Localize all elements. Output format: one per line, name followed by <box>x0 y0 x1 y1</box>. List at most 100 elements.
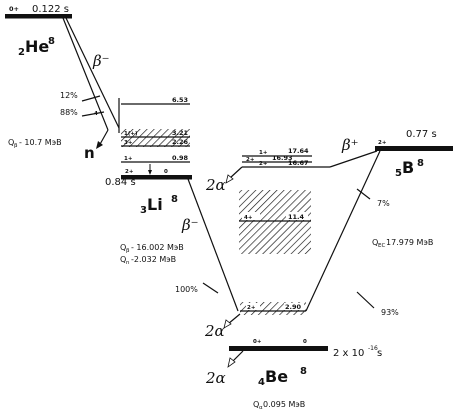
li8-level-0.98-energy: 0.98 <box>172 154 189 162</box>
li8-level-2.26-spin: 3+ <box>124 140 133 146</box>
be8-level-17.64-energy: 17.64 <box>288 147 309 155</box>
svg-text:- 16.002 МэВ: - 16.002 МэВ <box>131 243 184 252</box>
b8-symbol: 5 B 8 <box>395 158 424 179</box>
be8-q-alpha: Q α 0.095 МэВ <box>253 400 305 411</box>
li8-ground-level <box>121 175 192 180</box>
li8-level-3.21-energy: 3.21 <box>172 129 189 137</box>
li8-level-0.98-spin: 1+ <box>124 156 133 162</box>
be8-level-11.4-energy: 11.4 <box>288 213 305 221</box>
svg-text:17.979 МэВ: 17.979 МэВ <box>386 238 433 247</box>
he8-halflife: 0.122 s <box>32 4 69 15</box>
b8-gs-spin: 2+ <box>378 140 387 146</box>
he8-branch-88-tick <box>81 111 105 117</box>
b8-to-2.90-line <box>305 150 381 312</box>
svg-text:Li: Li <box>147 195 163 214</box>
alpha-label-mid: 2α <box>204 322 225 340</box>
be8-ground-level <box>229 346 328 351</box>
he8-branch-12-tick <box>81 95 101 102</box>
svg-text:β: β <box>14 143 18 149</box>
neutron-arrowhead <box>96 141 103 149</box>
svg-text:2: 2 <box>18 47 25 58</box>
b8-branch-93: 93% <box>381 308 399 317</box>
svg-text:-2.032 МэВ: -2.032 МэВ <box>131 255 176 264</box>
b8-group: 2+ 0.77 s β⁺ 5 B 8 Q EC 17.979 МэВ 7% 93… <box>341 129 453 317</box>
he8-decay-lines <box>62 17 120 147</box>
svg-text:2 x 10: 2 x 10 <box>333 348 364 359</box>
svg-text:Be: Be <box>265 367 288 386</box>
svg-text:Q: Q <box>253 400 259 409</box>
svg-text:8: 8 <box>300 366 307 377</box>
svg-text:3: 3 <box>140 205 147 216</box>
he8-symbol: 2 He 8 <box>18 36 55 58</box>
alpha-label-high: 2α <box>205 176 226 194</box>
he8-beta-line-neutron <box>62 17 109 131</box>
be8-level-16.93-energy: 16.93 <box>272 154 293 162</box>
b8-branch-93-tick <box>356 291 375 309</box>
he8-ground-level <box>5 14 72 19</box>
svg-text:-16: -16 <box>368 345 378 352</box>
svg-text:n: n <box>126 260 130 266</box>
svg-text:5: 5 <box>395 168 402 179</box>
neutron-label: n <box>84 144 95 162</box>
alpha-arrowhead-low <box>227 357 236 368</box>
b8-beta-plus-label: β⁺ <box>341 136 359 154</box>
alpha-line-high <box>229 166 243 179</box>
svg-text:B: B <box>402 158 414 177</box>
li8-gs-energy: 0 <box>164 169 168 175</box>
he8-gs-spin: 0+ <box>9 5 19 13</box>
be8-level-11.4-spin: 4+ <box>244 215 253 221</box>
li8-group: 6.53 1(+) 3.21 3+ 2.26 1+ 0.98 2+ 0 0.84… <box>105 96 199 294</box>
alpha-arrowhead-mid <box>223 319 232 329</box>
be8-gs-energy: 0 <box>303 339 307 345</box>
be8-level-2.90-energy: 2.90 <box>285 303 302 311</box>
be8-broad-level-11.4-hatch <box>239 190 311 254</box>
svg-text:Q: Q <box>372 238 378 247</box>
he8-branch-12: 12% <box>60 91 78 100</box>
li8-q-n: Q n -2.032 МэВ <box>120 255 176 266</box>
he8-q-beta: Q β - 10.7 МэВ <box>8 138 62 149</box>
alpha-line-mid <box>227 313 241 325</box>
li8-gamma-arrowhead <box>148 170 152 175</box>
li8-branch-tick <box>202 282 219 294</box>
svg-text:Q: Q <box>120 255 126 264</box>
svg-text:EC: EC <box>378 243 385 249</box>
svg-text:Q: Q <box>8 138 14 147</box>
b8-q-ec: Q EC 17.979 МэВ <box>372 238 433 249</box>
b8-decay-lines <box>305 150 381 312</box>
li8-beta-minus-label: β⁻ <box>181 216 199 234</box>
svg-text:He: He <box>25 37 49 56</box>
li8-branch-100: 100% <box>175 285 198 294</box>
svg-text:α: α <box>259 405 263 411</box>
be8-level-2.90-spin: 2+ <box>247 305 256 311</box>
svg-text:Q: Q <box>120 243 126 252</box>
he8-beta-minus-label: β⁻ <box>92 52 110 70</box>
he8-group: 0+ 0.122 s 2 He 8 β⁻ Q β - 10.7 МэВ 12% … <box>5 4 110 162</box>
li8-symbol: 3 Li 8 <box>140 194 178 216</box>
svg-text:8: 8 <box>48 36 55 47</box>
li8-level-2.26-energy: 2.26 <box>172 138 189 146</box>
be8-gs-spin: 0+ <box>253 339 262 345</box>
li8-level-3.21-spin: 1(+) <box>124 131 138 137</box>
alpha-decays: 2α 2α 2α <box>204 166 244 387</box>
be8-symbol: 4 Be 8 <box>258 366 307 388</box>
li8-gs-spin: 2+ <box>125 169 134 175</box>
be8-level-16.67-energy: 16.67 <box>288 159 309 167</box>
li8-decay-lines <box>187 178 239 312</box>
svg-text:8: 8 <box>417 158 424 169</box>
b8-branch-7-tick <box>356 188 371 200</box>
alpha-arrowhead-high <box>225 174 234 184</box>
li8-broad-level-hatch <box>121 129 190 147</box>
svg-text:0.095 МэВ: 0.095 МэВ <box>263 400 305 409</box>
alpha-line-low <box>231 350 244 363</box>
be8-level-16.67-spin: 2+ <box>259 161 268 167</box>
be8-level-17.64-spin: 2+ <box>246 157 255 163</box>
svg-text:- 10.7 МэВ: - 10.7 МэВ <box>19 138 62 147</box>
b8-ground-level <box>375 146 453 151</box>
svg-text:β: β <box>126 248 130 254</box>
be8-halflife: 2 x 10 -16 s <box>333 345 382 359</box>
li8-beta-line <box>187 178 239 312</box>
li8-level-6.53-energy: 6.53 <box>172 96 188 104</box>
b8-to-high-levels-line <box>329 150 378 168</box>
